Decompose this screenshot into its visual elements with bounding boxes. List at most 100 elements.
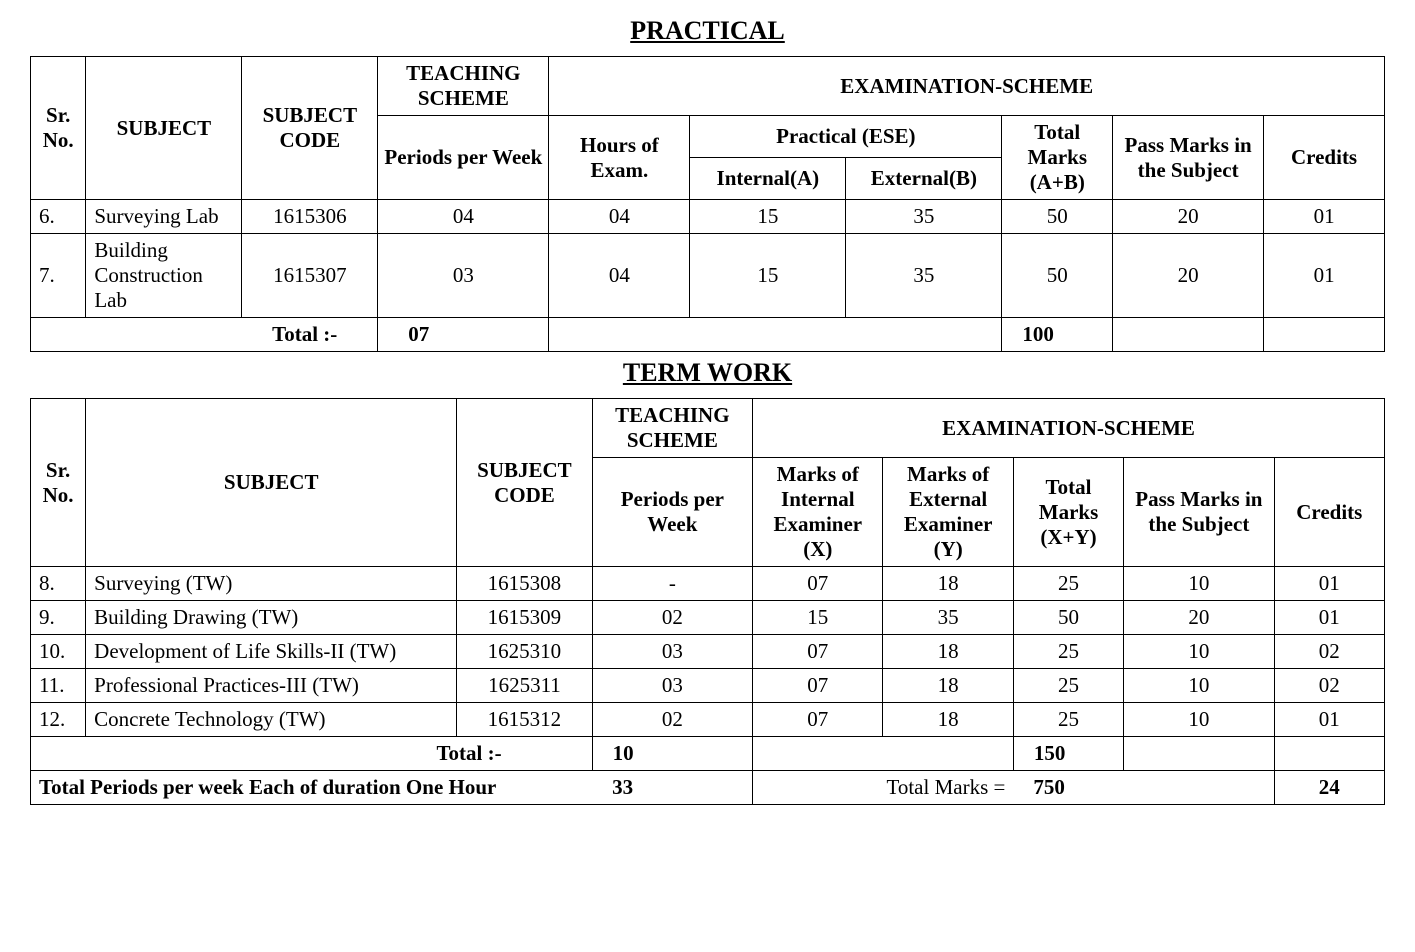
hdr-subject: SUBJECT — [86, 57, 242, 200]
hdr-pass-marks: Pass Marks in the Subject — [1124, 458, 1274, 567]
hdr-practical-ese: Practical (ESE) — [690, 116, 1002, 158]
cell-total: 25 — [1013, 703, 1123, 737]
cell-subject: Building Drawing (TW) — [86, 601, 457, 635]
cell-pass: 10 — [1124, 703, 1274, 737]
cell-sr: 8. — [31, 567, 86, 601]
total-label: Total :- — [31, 318, 378, 352]
grand-total-row: Total Periods per week Each of duration … — [31, 771, 1385, 805]
cell-periods: - — [592, 567, 752, 601]
table-row: 6. Surveying Lab 1615306 04 04 15 35 50 … — [31, 200, 1385, 234]
cell-subject: Surveying Lab — [86, 200, 242, 234]
grand-credits: 24 — [1274, 771, 1384, 805]
cell-sr: 11. — [31, 669, 86, 703]
grand-marks-label: Total Marks = — [753, 771, 1014, 805]
cell-sr: 6. — [31, 200, 86, 234]
table-row: 9. Building Drawing (TW) 1615309 02 15 3… — [31, 601, 1385, 635]
cell-credits: 01 — [1264, 200, 1385, 234]
hdr-external: External(B) — [846, 158, 1002, 200]
cell-pass: 10 — [1124, 567, 1274, 601]
cell-ext: 18 — [883, 669, 1013, 703]
hdr-marks-ext: Marks of External Examiner (Y) — [883, 458, 1013, 567]
hdr-total-marks: Total Marks (X+Y) — [1013, 458, 1123, 567]
cell-total: 25 — [1013, 567, 1123, 601]
cell-periods: 04 — [378, 200, 549, 234]
hdr-code: SUBJECT CODE — [457, 399, 592, 567]
total-blank3 — [1264, 318, 1385, 352]
total-blank2 — [1113, 318, 1264, 352]
cell-ext: 18 — [883, 703, 1013, 737]
hdr-total-marks: Total Marks (A+B) — [1002, 116, 1113, 200]
cell-total: 50 — [1002, 200, 1113, 234]
grand-marks: 750 — [1013, 771, 1274, 805]
table-row: 7. Building Construction Lab 1615307 03 … — [31, 234, 1385, 318]
cell-int: 07 — [753, 635, 883, 669]
cell-code: 1625311 — [457, 669, 592, 703]
cell-subject: Building Construction Lab — [86, 234, 242, 318]
hdr-code: SUBJECT CODE — [242, 57, 378, 200]
termwork-title: TERM WORK — [30, 358, 1385, 388]
cell-credits: 02 — [1274, 669, 1384, 703]
hdr-periods: Periods per Week — [592, 458, 752, 567]
cell-int: 07 — [753, 669, 883, 703]
cell-code: 1615308 — [457, 567, 592, 601]
cell-total: 25 — [1013, 635, 1123, 669]
cell-total: 50 — [1013, 601, 1123, 635]
cell-credits: 01 — [1274, 601, 1384, 635]
grand-label: Total Periods per week Each of duration … — [31, 771, 593, 805]
hdr-credits: Credits — [1264, 116, 1385, 200]
termwork-total-row: Total :- 10 150 — [31, 737, 1385, 771]
cell-int: 15 — [753, 601, 883, 635]
cell-code: 1615306 — [242, 200, 378, 234]
cell-sr: 12. — [31, 703, 86, 737]
cell-subject: Surveying (TW) — [86, 567, 457, 601]
cell-hours: 04 — [549, 234, 690, 318]
cell-periods: 03 — [378, 234, 549, 318]
cell-sr: 10. — [31, 635, 86, 669]
hdr-srno: Sr. No. — [31, 399, 86, 567]
hdr-teaching: TEACHING SCHEME — [378, 57, 549, 116]
hdr-exam-scheme: EXAMINATION-SCHEME — [549, 57, 1385, 116]
practical-table: Sr. No. SUBJECT SUBJECT CODE TEACHING SC… — [30, 56, 1385, 352]
hdr-hours: Hours of Exam. — [549, 116, 690, 200]
cell-credits: 02 — [1274, 635, 1384, 669]
hdr-teaching: TEACHING SCHEME — [592, 399, 752, 458]
cell-ext: 18 — [883, 567, 1013, 601]
cell-credits: 01 — [1274, 567, 1384, 601]
cell-code: 1615307 — [242, 234, 378, 318]
cell-pass: 10 — [1124, 669, 1274, 703]
hdr-periods: Periods per Week — [378, 116, 549, 200]
total-blank2 — [1124, 737, 1274, 771]
total-marks: 100 — [1002, 318, 1113, 352]
cell-sr: 7. — [31, 234, 86, 318]
cell-int: 07 — [753, 567, 883, 601]
cell-hours: 04 — [549, 200, 690, 234]
table-row: 10. Development of Life Skills-II (TW) 1… — [31, 635, 1385, 669]
cell-periods: 02 — [592, 601, 752, 635]
cell-code: 1615309 — [457, 601, 592, 635]
cell-int: 07 — [753, 703, 883, 737]
cell-internal: 15 — [690, 200, 846, 234]
table-row: 11. Professional Practices-III (TW) 1625… — [31, 669, 1385, 703]
hdr-internal: Internal(A) — [690, 158, 846, 200]
hdr-subject: SUBJECT — [86, 399, 457, 567]
cell-periods: 02 — [592, 703, 752, 737]
cell-pass: 10 — [1124, 635, 1274, 669]
total-blank — [753, 737, 1014, 771]
cell-subject: Concrete Technology (TW) — [86, 703, 457, 737]
practical-title: PRACTICAL — [30, 16, 1385, 46]
total-blank3 — [1274, 737, 1384, 771]
cell-ext: 35 — [883, 601, 1013, 635]
total-periods: 10 — [592, 737, 752, 771]
hdr-marks-int: Marks of Internal Examiner (X) — [753, 458, 883, 567]
practical-total-row: Total :- 07 100 — [31, 318, 1385, 352]
termwork-table: Sr. No. SUBJECT SUBJECT CODE TEACHING SC… — [30, 398, 1385, 805]
cell-ext: 18 — [883, 635, 1013, 669]
cell-pass: 20 — [1113, 234, 1264, 318]
total-blank — [549, 318, 1002, 352]
table-row: 12. Concrete Technology (TW) 1615312 02 … — [31, 703, 1385, 737]
total-marks: 150 — [1013, 737, 1123, 771]
cell-total: 25 — [1013, 669, 1123, 703]
cell-periods: 03 — [592, 635, 752, 669]
cell-subject: Professional Practices-III (TW) — [86, 669, 457, 703]
cell-credits: 01 — [1264, 234, 1385, 318]
